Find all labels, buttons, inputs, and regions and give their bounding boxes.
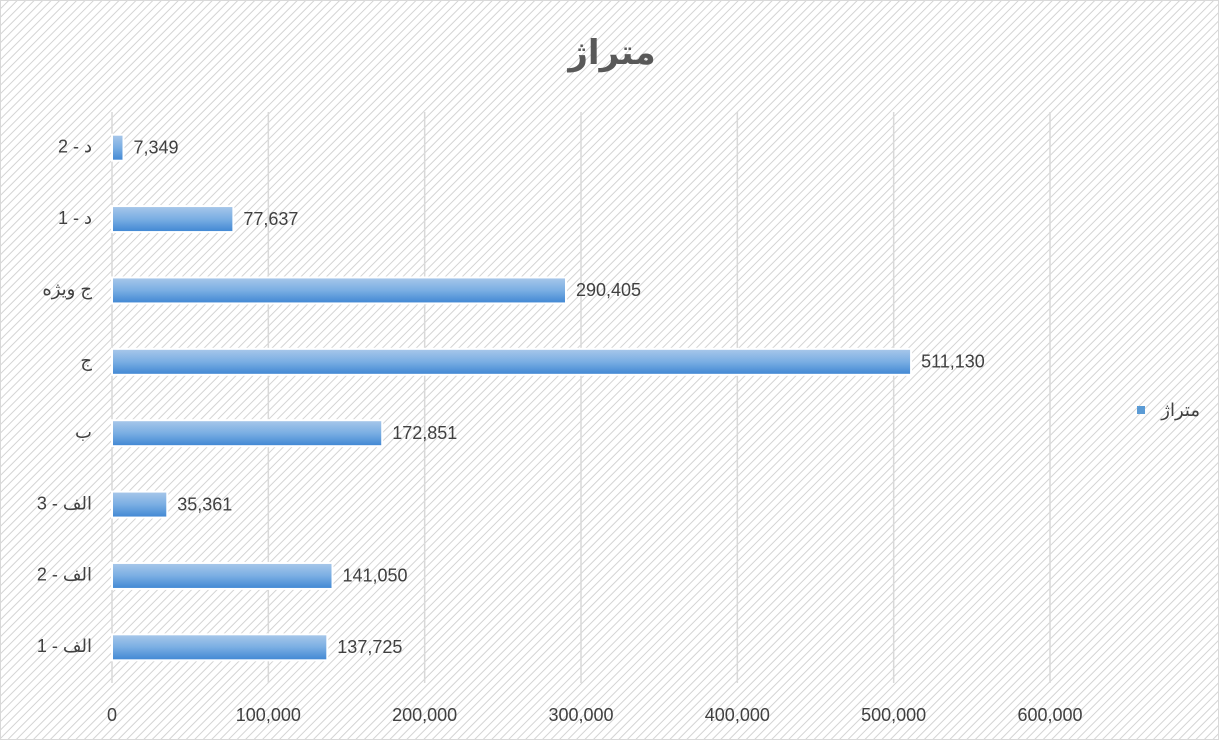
y-tick-label: ج ویژه <box>42 279 92 300</box>
x-tick-label: 200,000 <box>392 705 457 725</box>
bar <box>111 276 567 305</box>
y-tick-label: د - 2 <box>58 136 92 156</box>
data-label: 35,361 <box>177 494 232 514</box>
bar <box>111 561 334 590</box>
data-label: 7,349 <box>133 137 178 157</box>
x-tick-label: 400,000 <box>705 705 770 725</box>
x-tick-label: 300,000 <box>548 705 613 725</box>
y-tick-label: الف - 1 <box>37 636 92 656</box>
data-label: 77,637 <box>243 209 298 229</box>
y-tick-label: د - 1 <box>58 208 92 228</box>
data-label: 290,405 <box>576 280 641 300</box>
x-tick-label: 0 <box>107 705 117 725</box>
y-tick-label: الف - 3 <box>37 493 92 513</box>
data-label: 511,130 <box>921 352 985 372</box>
bar <box>111 205 235 234</box>
bar <box>111 419 384 448</box>
data-label: 137,725 <box>337 637 402 657</box>
y-tick-label: ب <box>75 422 92 442</box>
legend-swatch <box>1137 406 1145 414</box>
y-tick-label: ج <box>80 351 92 372</box>
y-tick-label: الف - 2 <box>37 565 92 585</box>
data-label: 172,851 <box>392 423 457 443</box>
legend-label: متراژ <box>1160 400 1200 421</box>
x-tick-label: 600,000 <box>1017 705 1082 725</box>
x-tick-label: 100,000 <box>236 705 301 725</box>
bar <box>111 490 169 519</box>
x-tick-label: 500,000 <box>861 705 926 725</box>
bar <box>111 347 913 376</box>
data-label: 141,050 <box>343 566 408 586</box>
chart-title: متراژ <box>566 34 655 73</box>
bar <box>111 633 329 662</box>
bar <box>111 133 125 162</box>
